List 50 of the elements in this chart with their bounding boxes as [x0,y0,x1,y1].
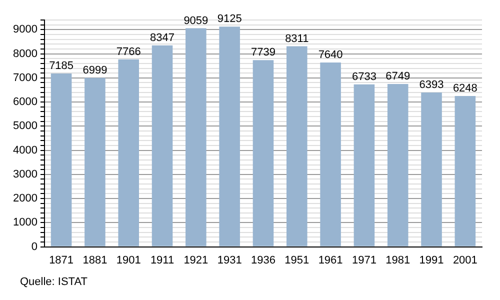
bar [387,84,408,246]
x-tick-label: 1871 [49,254,74,266]
x-tick-label: 2001 [452,254,478,266]
bar [354,84,375,246]
data-label: 9125 [217,13,242,26]
y-tick-label: 5000 [12,120,38,132]
y-tick-label: 8000 [12,48,38,60]
y-tick-label: 0 [31,240,38,253]
data-label: 6248 [452,82,478,95]
bar [84,78,106,246]
data-label: 7739 [250,46,276,59]
x-tick-label: 1971 [352,254,376,266]
x-tick-label: 1901 [116,254,141,266]
bar [219,26,240,246]
bar [50,73,72,246]
bar [186,28,206,246]
y-tick-label: 1000 [12,216,38,229]
x-tick-label: 1981 [386,254,410,266]
x-tick-label: 1961 [318,254,343,266]
bar [454,96,476,246]
y-tick-label: 3000 [12,168,38,180]
x-tick-label: 1931 [217,254,242,266]
data-label: 6999 [82,64,108,76]
bar [286,46,308,246]
data-label: 7766 [116,46,141,58]
data-label: 9059 [184,14,208,27]
x-tick-label: 1951 [284,254,310,266]
bar [118,59,140,246]
x-tick-label: 1921 [184,254,208,266]
data-label: 6749 [386,70,410,82]
data-label: 6733 [352,70,376,83]
x-tick-label: 1991 [419,254,444,266]
y-tick-label: 7000 [12,72,38,84]
bar [252,60,274,246]
data-label: 7185 [49,60,74,72]
y-tick-label: 4000 [12,144,38,156]
x-tick-label: 1881 [82,254,108,266]
data-label: 7640 [318,48,343,61]
bar [320,62,341,246]
y-tick-label: 9000 [12,24,38,36]
data-label: 6393 [419,79,444,92]
bar [152,45,173,246]
x-tick-label: 1936 [250,254,276,266]
bar [421,92,442,246]
data-label: 8347 [150,32,175,44]
data-label: 8311 [285,32,309,45]
y-tick-label: 6000 [12,96,38,108]
y-tick-label: 2000 [12,192,38,205]
x-tick-label: 1911 [150,254,174,266]
source-note: Quelle: ISTAT [20,276,88,288]
